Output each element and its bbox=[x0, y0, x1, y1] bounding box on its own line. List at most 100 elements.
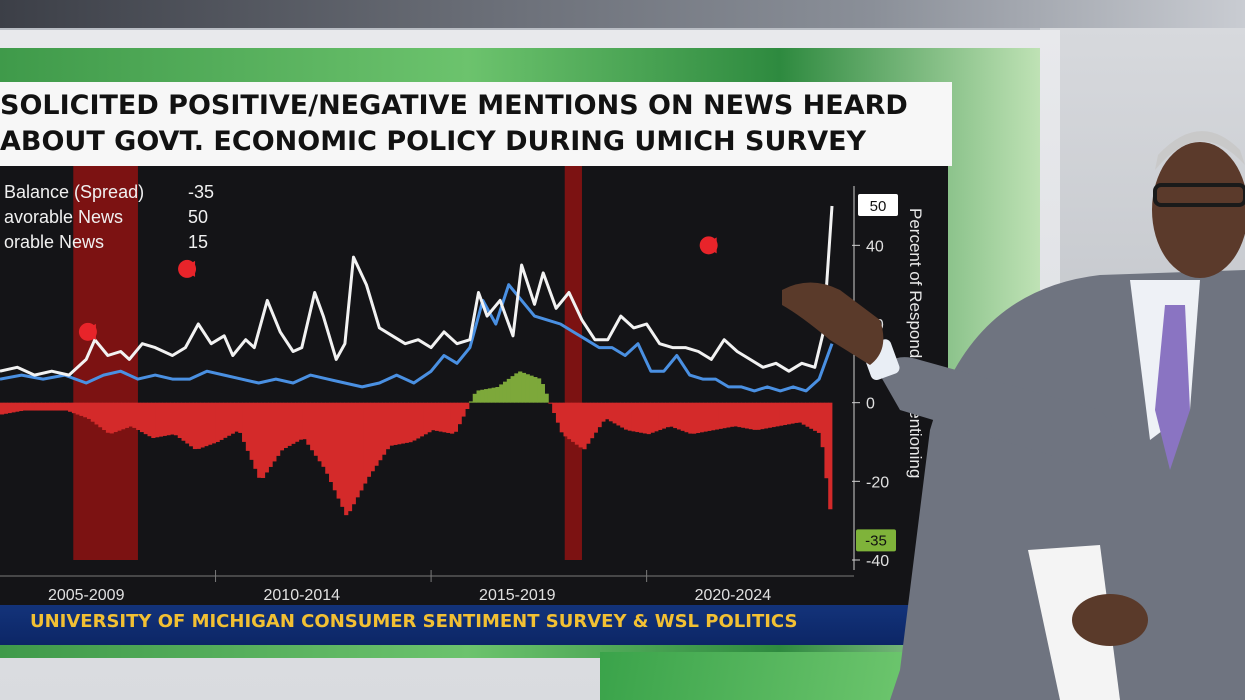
balance-bar bbox=[272, 402, 277, 462]
balance-bar bbox=[518, 371, 523, 403]
balance-bar bbox=[310, 402, 315, 451]
source-bar bbox=[0, 605, 940, 645]
balance-bar bbox=[680, 402, 685, 431]
balance-bar bbox=[136, 402, 141, 430]
balance-bar bbox=[249, 402, 254, 460]
balance-bar bbox=[287, 402, 292, 446]
balance-bar bbox=[763, 402, 769, 429]
balance-bar bbox=[506, 378, 511, 403]
balance-bar bbox=[68, 402, 73, 412]
balance-bar bbox=[321, 402, 326, 467]
legend-value: -35 bbox=[188, 182, 214, 202]
latest-label-balance: -35 bbox=[865, 532, 887, 549]
balance-bar bbox=[578, 402, 583, 448]
balance-bar bbox=[782, 402, 788, 426]
y-tick-label: -20 bbox=[866, 474, 889, 491]
balance-bar bbox=[593, 402, 598, 433]
x-tick-label: 2005-2009 bbox=[48, 587, 125, 604]
balance-bar bbox=[34, 402, 39, 411]
source-label: UNIVERSITY OF MICHIGAN CONSUMER SENTIMEN… bbox=[30, 611, 798, 632]
balance-bar bbox=[139, 402, 145, 433]
balance-bar bbox=[438, 402, 443, 432]
balance-bar bbox=[722, 402, 727, 429]
balance-bar bbox=[329, 402, 334, 483]
balance-bar bbox=[794, 402, 799, 423]
balance-bar bbox=[567, 402, 572, 440]
balance-bar bbox=[605, 402, 610, 420]
legend-value: 50 bbox=[188, 207, 208, 227]
balance-bar bbox=[204, 402, 209, 447]
balance-bar bbox=[571, 402, 576, 442]
balance-bar bbox=[253, 402, 258, 469]
balance-bar bbox=[582, 402, 587, 450]
balance-bar bbox=[208, 402, 213, 445]
balance-bar bbox=[476, 390, 481, 403]
balance-bar bbox=[748, 402, 753, 430]
chart-panel bbox=[0, 166, 948, 606]
balance-bar bbox=[533, 377, 538, 403]
balance-bar bbox=[381, 402, 387, 455]
balance-bar bbox=[75, 402, 80, 415]
balance-bar bbox=[733, 402, 738, 427]
presenter-arm bbox=[880, 357, 1115, 470]
balance-bar bbox=[0, 402, 5, 415]
balance-bar bbox=[714, 402, 719, 430]
balance-bar bbox=[219, 402, 224, 440]
balance-bar bbox=[60, 402, 65, 411]
balance-bar bbox=[3, 402, 8, 414]
balance-bar bbox=[302, 402, 307, 440]
balance-bar bbox=[15, 402, 20, 412]
balance-bar bbox=[790, 402, 795, 424]
balance-bar bbox=[601, 402, 606, 422]
balance-bar bbox=[223, 402, 228, 438]
presenter-head bbox=[1152, 142, 1245, 278]
balance-bar bbox=[745, 402, 750, 429]
balance-bar bbox=[90, 402, 95, 422]
balance-bar bbox=[635, 402, 640, 433]
balance-bar bbox=[544, 393, 549, 403]
balance-bar bbox=[767, 402, 772, 428]
balance-bar bbox=[158, 402, 164, 437]
balance-bar bbox=[771, 402, 776, 428]
balance-bar bbox=[283, 402, 288, 448]
balance-bar bbox=[669, 402, 674, 427]
balance-bar bbox=[673, 402, 678, 429]
balance-bar bbox=[94, 402, 99, 425]
balance-bar bbox=[737, 402, 742, 428]
balance-bar bbox=[86, 402, 92, 419]
x-tick-label: 2015-2019 bbox=[479, 587, 556, 604]
balance-bar bbox=[192, 402, 198, 450]
chart-title-line2: ABOUT GOVT. ECONOMIC POLICY DURING UMICH… bbox=[0, 126, 867, 157]
balance-bar bbox=[242, 402, 247, 442]
balance-bar bbox=[181, 402, 186, 441]
balance-bar bbox=[79, 402, 84, 416]
balance-bar bbox=[502, 381, 508, 403]
balance-bar bbox=[499, 384, 504, 403]
balance-bar bbox=[775, 402, 780, 427]
balance-bar bbox=[147, 402, 152, 437]
balance-bar bbox=[340, 402, 345, 507]
balance-bar bbox=[177, 402, 182, 439]
balance-bar bbox=[416, 402, 421, 439]
balance-bar bbox=[344, 402, 349, 516]
balance-bar bbox=[813, 402, 818, 431]
latest-label-unfavorable: 50 bbox=[870, 198, 887, 215]
balance-bar bbox=[495, 386, 500, 403]
balance-bar bbox=[30, 402, 35, 411]
balance-bar bbox=[650, 402, 655, 433]
chart-title-box bbox=[0, 82, 952, 166]
balance-bar bbox=[196, 402, 201, 449]
balance-bar bbox=[162, 402, 167, 436]
balance-bar bbox=[215, 402, 220, 442]
balance-bar bbox=[654, 402, 659, 432]
balance-bar bbox=[760, 402, 765, 430]
balance-bar bbox=[684, 402, 689, 433]
balance-bar bbox=[465, 402, 470, 409]
balance-bar bbox=[151, 402, 156, 438]
y-tick-label: 0 bbox=[866, 396, 875, 413]
balance-bar bbox=[359, 402, 364, 491]
balance-bar bbox=[370, 402, 375, 472]
balance-bar bbox=[347, 402, 353, 512]
balance-bar bbox=[49, 402, 54, 411]
balance-bar bbox=[113, 402, 118, 433]
